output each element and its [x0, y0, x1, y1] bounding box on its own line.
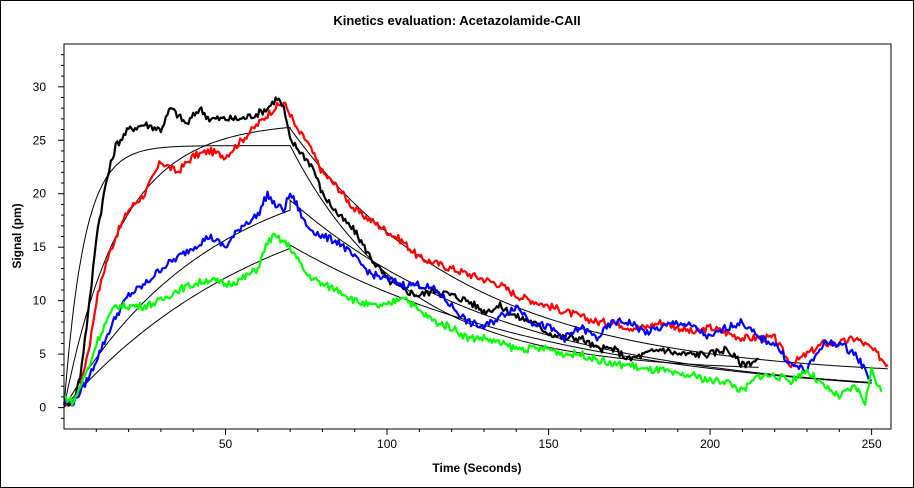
x-axis: 50 100 150 200 250	[95, 429, 882, 451]
data-trace-2	[62, 96, 760, 407]
x-tick-label: 200	[700, 437, 720, 451]
x-tick-label: 150	[539, 437, 559, 451]
x-tick-label: 250	[862, 437, 882, 451]
y-tick-label: 30	[33, 80, 47, 94]
data-trace-4	[63, 232, 883, 406]
y-tick-label: 10	[33, 294, 47, 308]
y-axis: 0 5 10 15 20 25 30	[33, 54, 64, 419]
plot-area	[64, 44, 891, 429]
series-layer	[62, 96, 889, 408]
y-tick-label: 0	[39, 401, 46, 415]
fit-curve-2	[63, 126, 888, 408]
y-tick-label: 20	[33, 187, 47, 201]
fit-curve-3	[63, 198, 872, 408]
y-tick-label: 5	[39, 347, 46, 361]
y-axis-label: Signal (pm)	[10, 203, 24, 268]
x-axis-label: Time (Seconds)	[432, 461, 521, 475]
chart-title: Kinetics evaluation: Acetazolamide-CAII	[333, 13, 580, 28]
data-trace-3	[63, 190, 873, 407]
y-tick-label: 25	[33, 133, 47, 147]
y-tick-label: 15	[33, 240, 47, 254]
x-tick-label: 50	[219, 437, 233, 451]
x-tick-label: 100	[377, 437, 397, 451]
data-trace-1	[63, 101, 889, 407]
